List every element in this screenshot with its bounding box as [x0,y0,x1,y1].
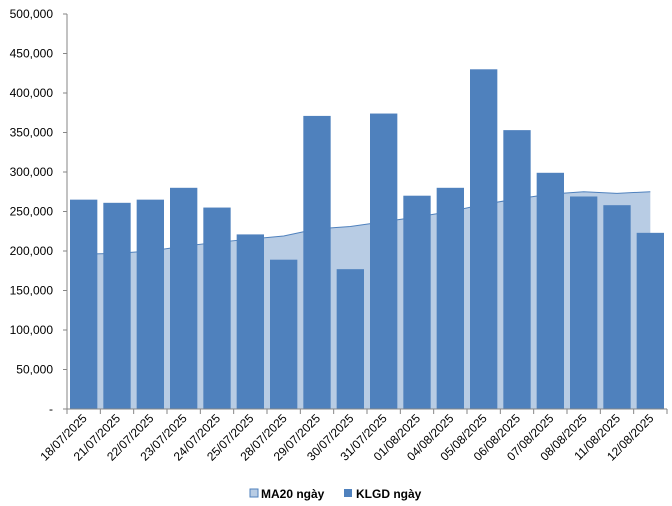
legend-label-ma20: MA20 ngày [261,487,325,501]
bar-28-07-2025 [270,259,298,409]
y-tick-label: 250,000 [10,205,54,219]
y-tick-label: 150,000 [10,284,54,298]
bar-12-08-2025 [636,232,664,409]
y-tick-label: 450,000 [10,47,54,61]
bar-18-07-2025 [70,199,98,409]
y-tick-label: 350,000 [10,126,54,140]
legend: MA20 ngày KLGD ngày [249,487,422,501]
bar-11-08-2025 [603,205,631,409]
bar-25-07-2025 [236,234,264,409]
y-tick-label: 300,000 [10,165,54,179]
bar-06-08-2025 [503,130,531,409]
bar-30-07-2025 [336,269,364,409]
bar-24-07-2025 [203,207,231,409]
bar-08-08-2025 [570,196,598,409]
y-tick-label: 200,000 [10,244,54,258]
bar-21-07-2025 [103,202,131,409]
y-tick-label: 50,000 [16,363,53,377]
bar-29-07-2025 [303,115,331,409]
bar-04-08-2025 [436,187,464,409]
bar-01-08-2025 [403,195,431,409]
legend-swatch-ma20 [249,488,259,498]
y-tick-label: 400,000 [10,86,54,100]
bar-31-07-2025 [370,113,398,409]
legend-label-klgd: KLGD ngày [356,487,422,501]
bar-layer [70,69,664,410]
y-tick-label: - [49,402,53,416]
bar-07-08-2025 [536,172,564,409]
bar-05-08-2025 [470,69,498,410]
legend-swatch-klgd [344,489,352,497]
ma20-area-layer [83,191,651,409]
bar-22-07-2025 [136,199,164,409]
y-tick-label: 500,000 [10,7,54,21]
y-tick-label: 100,000 [10,323,54,337]
bar-23-07-2025 [170,187,198,409]
